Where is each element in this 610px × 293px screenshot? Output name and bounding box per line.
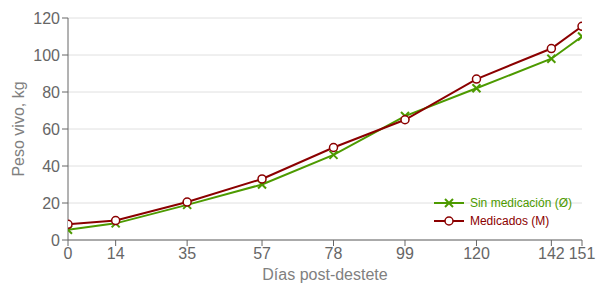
svg-text:0: 0: [64, 245, 73, 262]
svg-text:100: 100: [33, 47, 60, 64]
html-text:Sin medicación (Ø): Sin medicación (Ø): [470, 196, 572, 210]
svg-text:60: 60: [42, 121, 60, 138]
svg-text:151: 151: [569, 245, 596, 262]
svg-text:40: 40: [42, 158, 60, 175]
svg-text:120: 120: [33, 10, 60, 27]
svg-text:57: 57: [253, 245, 271, 262]
svg-text:14: 14: [107, 245, 125, 262]
svg-text:120: 120: [463, 245, 490, 262]
html-text:Medicados (M): Medicados (M): [470, 214, 550, 228]
svg-text:0: 0: [51, 232, 60, 249]
svg-text:35: 35: [178, 245, 196, 262]
svg-text:78: 78: [325, 245, 343, 262]
svg-text:20: 20: [42, 195, 60, 212]
svg-text:80: 80: [42, 84, 60, 101]
svg-text:99: 99: [396, 245, 414, 262]
svg-text:Días post-destete: Días post-destete: [262, 266, 388, 283]
svg-text:Peso vivo, kg: Peso vivo, kg: [10, 81, 27, 176]
svg-text:142: 142: [538, 245, 565, 262]
